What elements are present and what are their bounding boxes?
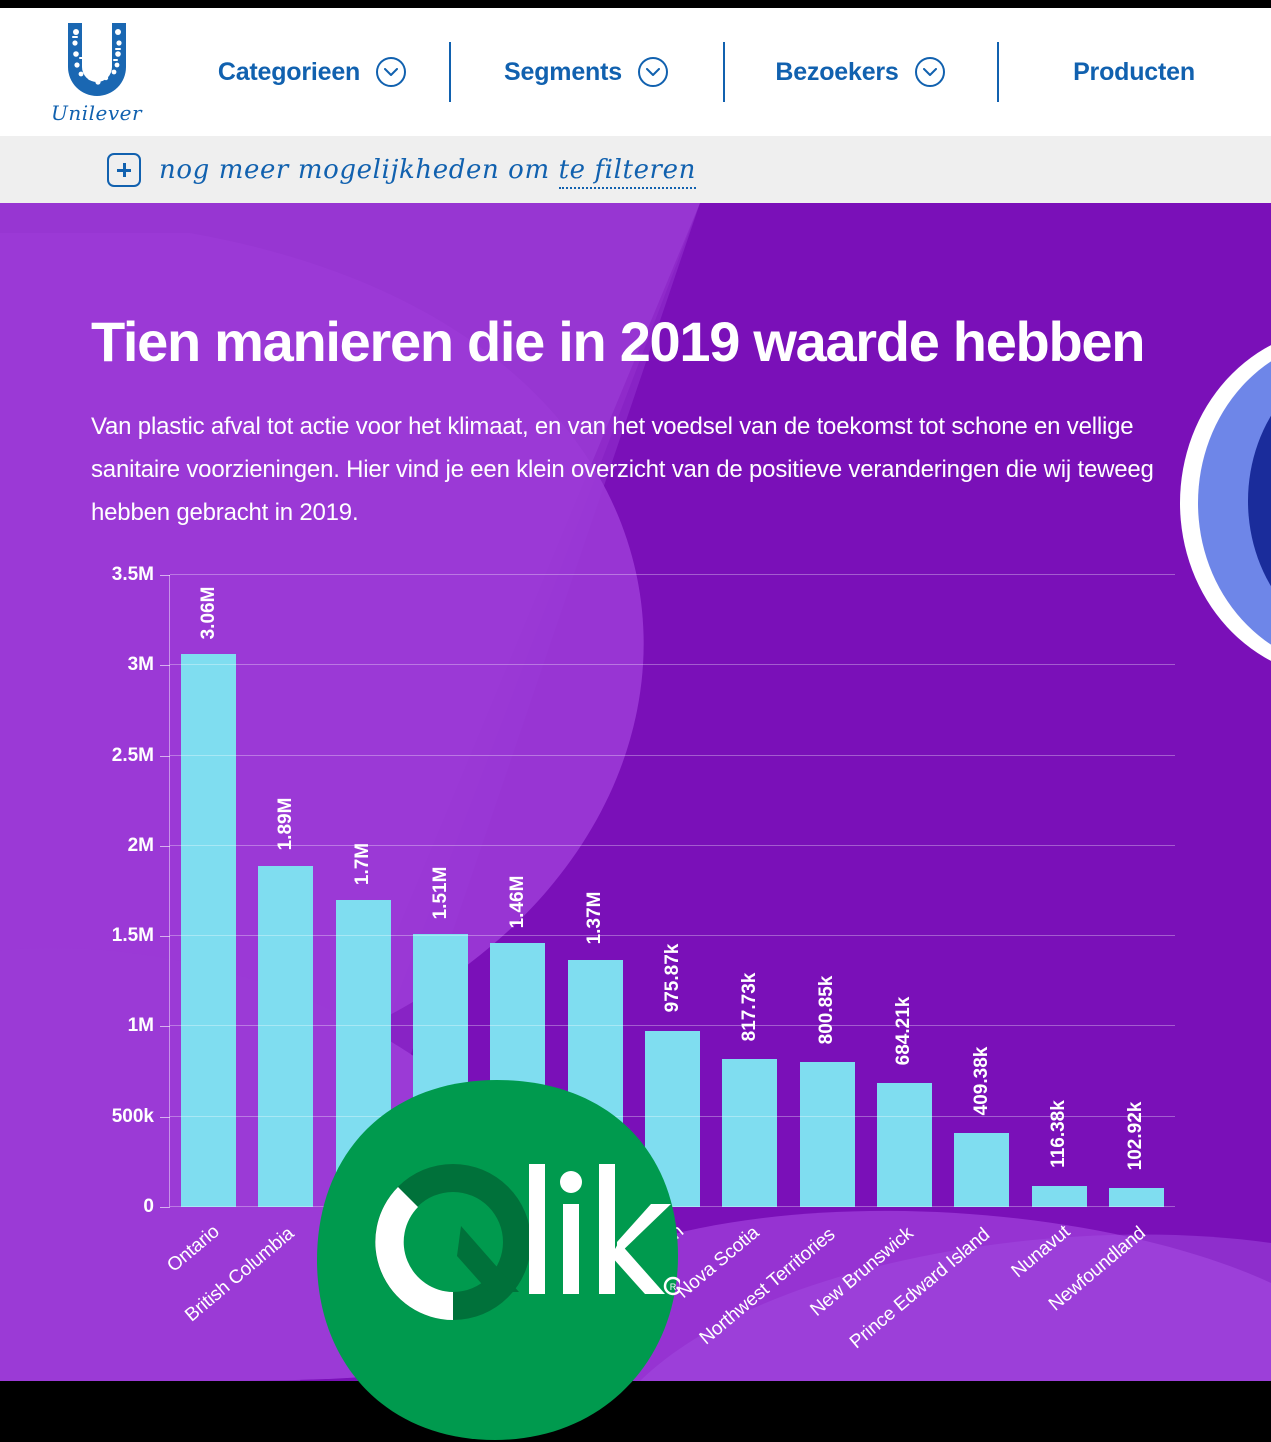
- chart-bar-value-label: 817.73k: [738, 972, 760, 1042]
- chart-y-tick-label: 2.5M: [112, 745, 171, 767]
- chart-x-slot: Prince Edward Island: [846, 1211, 1020, 1353]
- chart-gridline: [170, 664, 1175, 666]
- chart-y-tick-label: 1.5M: [112, 925, 171, 947]
- chart-y-tick-label: 0: [143, 1196, 170, 1218]
- bar-chart[interactable]: 3.06M 1.89M 1.7M 1.51M 1.46M 1.37M 975.87k 817.…: [91, 564, 1181, 1353]
- chart-bar-value-label: 1.46M: [506, 875, 528, 929]
- chart-bar-value-label: 1.37M: [584, 891, 606, 945]
- chart-y-tick-label: 2M: [128, 835, 171, 857]
- chart-y-tick-label: 3.5M: [112, 564, 171, 586]
- chart-x-tick-label: Ontario: [163, 1221, 224, 1277]
- nav-label: Producten: [1073, 57, 1195, 86]
- chart-bar[interactable]: [181, 654, 237, 1207]
- hero-background-decoration: [0, 203, 1271, 1381]
- qlik-logo: R: [315, 1078, 680, 1442]
- nav-label: Categorieen: [217, 57, 361, 86]
- chart-bar-slot[interactable]: 116.38k: [1020, 575, 1097, 1207]
- chart-bar[interactable]: [1108, 1188, 1164, 1207]
- chart-bar-value-label: 116.38k: [1048, 1099, 1070, 1168]
- main-nav: Categorieen Segments Bezoekers Producten: [175, 8, 1271, 136]
- chart-bar-value-label: 1.89M: [274, 797, 296, 851]
- chart-bar-slot[interactable]: 1.89M: [247, 575, 324, 1207]
- site-header: Unilever Categorieen Segments Bezoekers: [0, 8, 1271, 136]
- brand-logo[interactable]: Unilever: [0, 19, 175, 125]
- chart-bar-value-label: 684.21k: [893, 996, 915, 1066]
- nav-item-bezoekers[interactable]: Bezoekers: [723, 42, 997, 102]
- chart-bar[interactable]: [954, 1133, 1010, 1207]
- chart-bar[interactable]: [799, 1062, 855, 1207]
- chart-bar[interactable]: [1031, 1186, 1087, 1207]
- chart-bar-value-label: 800.85k: [816, 975, 838, 1045]
- qlik-logo-icon: R: [317, 1080, 680, 1440]
- filter-label-plain: nog meer mogelijkheden om: [159, 154, 559, 185]
- chart-bar-value-label: 3.06M: [197, 586, 219, 640]
- chart-x-slot: Newfoundland: [1045, 1211, 1175, 1351]
- chart-y-tick-label: 500k: [112, 1106, 171, 1128]
- chart-x-slot: British Columbia: [181, 1211, 323, 1351]
- bottom-black-strip: [0, 1381, 1271, 1442]
- chart-bar[interactable]: [876, 1083, 932, 1207]
- chart-bar-value-label: 102.92k: [1125, 1101, 1147, 1171]
- top-black-strip: [0, 0, 1271, 8]
- chart-bar-slot[interactable]: 817.73k: [711, 575, 788, 1207]
- chevron-down-icon[interactable]: [637, 57, 668, 87]
- page-title: Tien manieren die in 2019 waarde hebben: [91, 310, 1145, 373]
- chart-y-tick-label: 3M: [128, 654, 171, 676]
- chart-bar-slot[interactable]: 684.21k: [866, 575, 943, 1207]
- chart-gridline: [170, 754, 1175, 756]
- nav-item-producten[interactable]: Producten: [997, 42, 1271, 102]
- filter-label-dotted[interactable]: te filteren: [558, 154, 696, 189]
- chart-bar-slot[interactable]: 102.92k: [1098, 575, 1175, 1207]
- nav-item-categorieen[interactable]: Categorieen: [175, 42, 449, 102]
- chart-bar[interactable]: [258, 865, 314, 1207]
- nav-label: Segments: [504, 57, 622, 86]
- chart-y-tick-label: 1M: [128, 1015, 171, 1037]
- filter-bar: nog meer mogelijkheden om te filteren: [0, 136, 1271, 203]
- chart-gridline: [170, 844, 1175, 846]
- chart-bar-slot[interactable]: 3.06M: [170, 575, 247, 1207]
- chart-bar-value-label: 975.87k: [661, 943, 683, 1013]
- unilever-u-logo-icon: [67, 23, 126, 96]
- chart-bar-slot[interactable]: 409.38k: [943, 575, 1020, 1207]
- chart-bar[interactable]: [722, 1059, 778, 1207]
- nav-item-segments[interactable]: Segments: [449, 42, 723, 102]
- chart-bar-value-label: 1.51M: [429, 866, 451, 920]
- chevron-down-icon[interactable]: [914, 57, 945, 87]
- svg-text:R: R: [670, 1282, 677, 1292]
- chart-gridline: [170, 935, 1175, 937]
- chart-bar-value-label: 1.7M: [352, 842, 374, 886]
- chart-gridline: [170, 1025, 1175, 1027]
- filter-bar-label[interactable]: nog meer mogelijkheden om te filteren: [159, 154, 696, 189]
- plus-box-icon[interactable]: [107, 152, 141, 187]
- hero-content: Tien manieren die in 2019 waarde hebben …: [0, 203, 1271, 1381]
- brand-wordmark: Unilever: [50, 101, 143, 125]
- chart-gridline: [170, 1115, 1175, 1117]
- chart-gridline: [170, 574, 1175, 575]
- chevron-down-icon[interactable]: [376, 57, 407, 87]
- hero-panel: Tien manieren die in 2019 waarde hebben …: [0, 203, 1271, 1381]
- chart-bar-value-label: 409.38k: [970, 1046, 992, 1115]
- chart-plot-area: 3.06M 1.89M 1.7M 1.51M 1.46M 1.37M 975.87k 817.…: [112, 564, 1175, 1217]
- nav-label: Bezoekers: [775, 57, 899, 86]
- chart-gridline: [170, 1206, 1175, 1207]
- chart-bar-slot[interactable]: 800.85k: [789, 575, 866, 1207]
- page-subtitle: Van plastic afval tot actie voor het kli…: [91, 413, 1154, 526]
